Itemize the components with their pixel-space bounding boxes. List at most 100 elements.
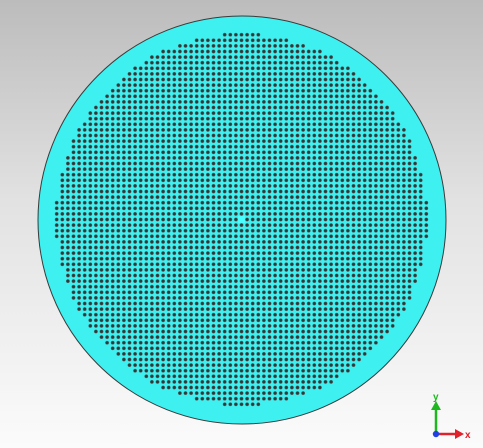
- hole: [289, 66, 294, 71]
- hole: [256, 307, 261, 312]
- hole: [116, 323, 121, 328]
- hole: [172, 60, 177, 65]
- hole: [278, 290, 283, 295]
- hole: [306, 66, 311, 71]
- hole: [351, 155, 356, 160]
- hole: [250, 385, 255, 390]
- hole: [205, 323, 210, 328]
- hole: [273, 200, 278, 205]
- hole: [295, 295, 300, 300]
- hole: [228, 273, 233, 278]
- hole: [256, 178, 261, 183]
- hole: [127, 200, 132, 205]
- hole: [424, 211, 429, 216]
- hole: [189, 49, 194, 54]
- hole: [239, 49, 244, 54]
- hole: [161, 133, 166, 138]
- hole: [261, 38, 266, 43]
- hole: [155, 295, 160, 300]
- hole: [93, 312, 98, 317]
- hole: [250, 83, 255, 88]
- hole: [345, 167, 350, 172]
- hole: [267, 43, 272, 48]
- hole: [295, 251, 300, 256]
- hole: [228, 279, 233, 284]
- hole: [205, 340, 210, 345]
- hole: [267, 94, 272, 99]
- hole: [177, 122, 182, 127]
- hole: [306, 357, 311, 362]
- hole: [155, 211, 160, 216]
- hole: [245, 99, 250, 104]
- hole: [345, 99, 350, 104]
- hole: [105, 312, 110, 317]
- hole: [301, 312, 306, 317]
- hole: [121, 122, 126, 127]
- hole: [71, 167, 76, 172]
- hole: [273, 133, 278, 138]
- hole: [329, 251, 334, 256]
- hole: [228, 262, 233, 267]
- hole: [245, 295, 250, 300]
- hole: [295, 318, 300, 323]
- hole: [144, 71, 149, 76]
- hole: [222, 234, 227, 239]
- hole: [317, 71, 322, 76]
- hole: [261, 83, 266, 88]
- hole: [267, 351, 272, 356]
- hole: [172, 71, 177, 76]
- hole: [155, 60, 160, 65]
- hole: [82, 273, 87, 278]
- hole: [317, 318, 322, 323]
- hole: [110, 267, 115, 272]
- hole: [306, 374, 311, 379]
- hole: [222, 88, 227, 93]
- hole: [149, 284, 154, 289]
- hole: [161, 83, 166, 88]
- hole: [177, 379, 182, 384]
- hole: [155, 111, 160, 116]
- hole: [233, 139, 238, 144]
- hole: [161, 228, 166, 233]
- hole: [82, 307, 87, 312]
- hole: [133, 267, 138, 272]
- hole: [301, 374, 306, 379]
- hole: [312, 234, 317, 239]
- hole: [205, 195, 210, 200]
- hole: [362, 133, 367, 138]
- hole: [183, 172, 188, 177]
- hole: [256, 189, 261, 194]
- hole: [211, 301, 216, 306]
- hole: [413, 206, 418, 211]
- hole: [351, 234, 356, 239]
- hole: [373, 183, 378, 188]
- hole: [261, 335, 266, 340]
- hole: [306, 150, 311, 155]
- hole: [278, 116, 283, 121]
- hole: [295, 206, 300, 211]
- hole: [172, 239, 177, 244]
- hole: [183, 290, 188, 295]
- hole: [340, 301, 345, 306]
- hole: [401, 150, 406, 155]
- hole: [211, 150, 216, 155]
- y-axis-label: y: [433, 394, 439, 403]
- hole: [77, 189, 82, 194]
- hole: [312, 262, 317, 267]
- hole: [289, 167, 294, 172]
- hole: [323, 307, 328, 312]
- hole: [183, 206, 188, 211]
- hole: [357, 351, 362, 356]
- hole: [407, 139, 412, 144]
- hole: [133, 273, 138, 278]
- hole: [149, 111, 154, 116]
- hole: [345, 307, 350, 312]
- hole: [217, 312, 222, 317]
- hole: [289, 155, 294, 160]
- hole: [413, 189, 418, 194]
- hole: [340, 88, 345, 93]
- hole: [217, 340, 222, 345]
- hole: [357, 144, 362, 149]
